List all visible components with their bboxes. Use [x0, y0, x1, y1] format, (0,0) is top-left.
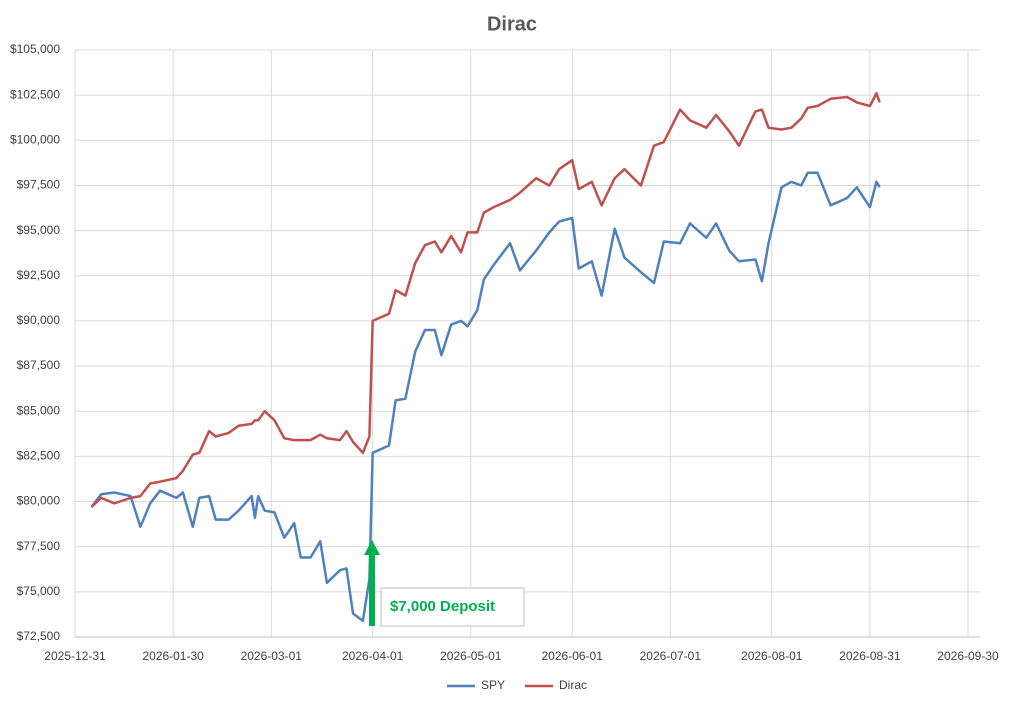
x-tick-label: 2026-08-01	[741, 649, 803, 663]
x-tick-label: 2026-03-01	[241, 649, 303, 663]
lines	[90, 92, 881, 622]
y-tick-label: $102,500	[10, 87, 60, 101]
x-tick-label: 2026-07-01	[640, 649, 702, 663]
x-tick-label: 2026-06-01	[542, 649, 604, 663]
legend-label: SPY	[481, 678, 505, 692]
y-tick-label: $80,000	[17, 494, 61, 508]
y-tick-label: $95,000	[17, 223, 61, 237]
x-tick-label: 2025-12-31	[44, 649, 106, 663]
series-line	[90, 92, 881, 508]
y-tick-label: $77,500	[17, 539, 61, 553]
y-tick-label: $90,000	[17, 313, 61, 327]
x-tick-label: 2026-08-31	[839, 649, 901, 663]
annotation-text: $7,000 Deposit	[390, 598, 495, 615]
y-tick-label: $82,500	[17, 449, 61, 463]
annotation-arrowhead	[364, 540, 380, 555]
x-tick-label: 2026-05-01	[440, 649, 502, 663]
chart-title: Dirac	[487, 13, 537, 35]
x-tick-label: 2026-01-30	[142, 649, 204, 663]
annotation-box	[380, 587, 525, 627]
y-tick-label: $87,500	[17, 358, 61, 372]
y-tick-label: $100,000	[10, 132, 60, 146]
grid: $72,500 $75,000 $77,500 $80,000 $82,500 $85,0…	[10, 42, 999, 663]
y-tick-label: $85,000	[17, 403, 61, 417]
annotation: $7,000 Deposit	[364, 540, 525, 627]
series-line	[90, 171, 881, 622]
y-tick-label: $72,500	[17, 629, 61, 643]
x-tick-label: 2026-09-30	[937, 649, 999, 663]
y-tick-label: $105,000	[10, 42, 60, 56]
legend-label: Dirac	[559, 678, 587, 692]
y-tick-label: $97,500	[17, 178, 61, 192]
y-tick-label: $75,000	[17, 584, 61, 598]
x-tick-label: 2026-04-01	[342, 649, 404, 663]
legend: SPY Dirac	[447, 678, 587, 692]
y-tick-label: $92,500	[17, 268, 61, 282]
